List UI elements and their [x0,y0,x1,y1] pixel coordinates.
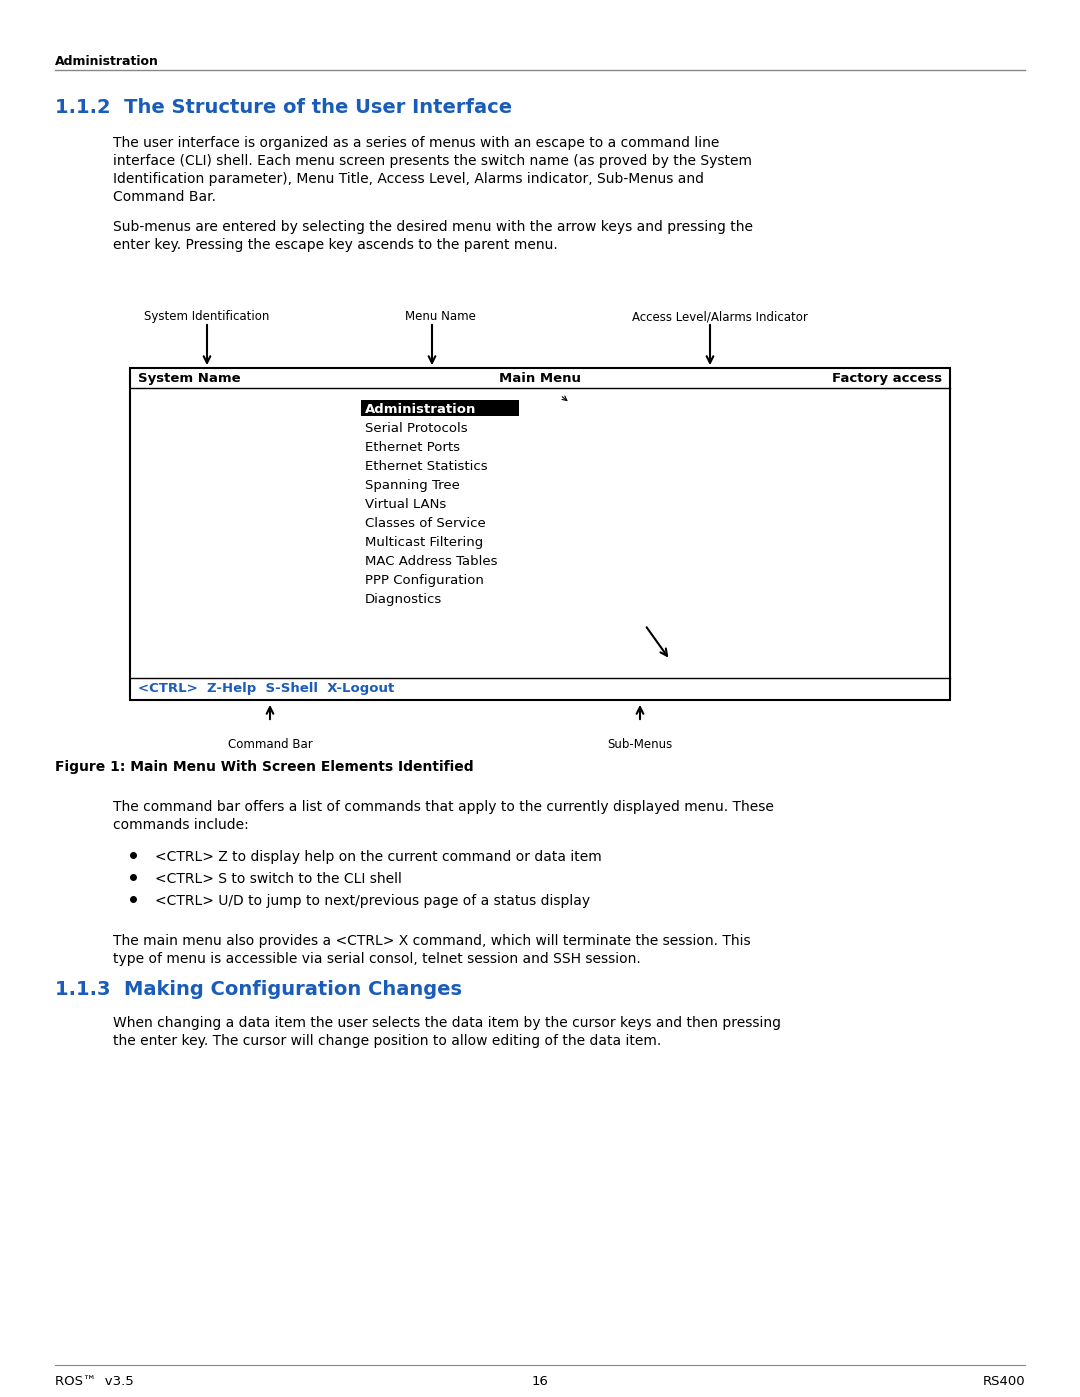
Text: commands include:: commands include: [113,819,248,833]
Text: Figure 1: Main Menu With Screen Elements Identified: Figure 1: Main Menu With Screen Elements… [55,760,474,774]
Text: Ethernet Ports: Ethernet Ports [365,441,460,454]
Text: The main menu also provides a <CTRL> X command, which will terminate the session: The main menu also provides a <CTRL> X c… [113,935,751,949]
Text: System Name: System Name [138,372,241,386]
Text: <CTRL> Z to display help on the current command or data item: <CTRL> Z to display help on the current … [156,849,602,863]
Text: ROS™  v3.5: ROS™ v3.5 [55,1375,134,1389]
Text: <CTRL> S to switch to the CLI shell: <CTRL> S to switch to the CLI shell [156,872,402,886]
Text: Ethernet Statistics: Ethernet Statistics [365,460,488,474]
Text: PPP Configuration: PPP Configuration [365,574,484,587]
Text: 1.1.3  Making Configuration Changes: 1.1.3 Making Configuration Changes [55,981,462,999]
Text: enter key. Pressing the escape key ascends to the parent menu.: enter key. Pressing the escape key ascen… [113,237,557,251]
Text: Administration: Administration [365,402,476,416]
Text: 1.1.2  The Structure of the User Interface: 1.1.2 The Structure of the User Interfac… [55,98,512,117]
Text: the enter key. The cursor will change position to allow editing of the data item: the enter key. The cursor will change po… [113,1034,661,1048]
Text: Sub-Menus: Sub-Menus [607,738,673,752]
Bar [130,367,950,700]
Text: Sub-menus are entered by selecting the desired menu with the arrow keys and pres: Sub-menus are entered by selecting the d… [113,219,753,235]
Bar [361,400,519,416]
Text: Access Level/Alarms Indicator: Access Level/Alarms Indicator [632,310,808,323]
Text: Factory access: Factory access [832,372,942,386]
Text: Identification parameter), Menu Title, Access Level, Alarms indicator, Sub-Menus: Identification parameter), Menu Title, A… [113,172,704,186]
Text: <CTRL>  Z-Help  S-Shell  X-Logout: <CTRL> Z-Help S-Shell X-Logout [138,682,394,694]
Text: Serial Protocols: Serial Protocols [365,422,468,434]
Text: Virtual LANs: Virtual LANs [365,497,446,511]
Text: RS400: RS400 [983,1375,1025,1389]
Text: Multicast Filtering: Multicast Filtering [365,536,483,549]
Text: Classes of Service: Classes of Service [365,517,486,529]
Text: Main Menu: Main Menu [499,372,581,386]
Text: The user interface is organized as a series of menus with an escape to a command: The user interface is organized as a ser… [113,136,719,149]
Text: Diagnostics: Diagnostics [365,592,442,606]
Text: <CTRL> U/D to jump to next/previous page of a status display: <CTRL> U/D to jump to next/previous page… [156,894,590,908]
Text: Command Bar: Command Bar [228,738,312,752]
Text: Menu Name: Menu Name [405,310,475,323]
Text: System Identification: System Identification [145,310,270,323]
Text: 16: 16 [531,1375,549,1389]
Text: When changing a data item the user selects the data item by the cursor keys and : When changing a data item the user selec… [113,1016,781,1030]
Text: interface (CLI) shell. Each menu screen presents the switch name (as proved by t: interface (CLI) shell. Each menu screen … [113,154,752,168]
Text: Command Bar.: Command Bar. [113,190,216,204]
Text: type of menu is accessible via serial consol, telnet session and SSH session.: type of menu is accessible via serial co… [113,951,640,965]
Text: MAC Address Tables: MAC Address Tables [365,555,498,569]
Text: The command bar offers a list of commands that apply to the currently displayed : The command bar offers a list of command… [113,800,774,814]
Text: Administration: Administration [55,54,159,68]
Text: Spanning Tree: Spanning Tree [365,479,460,492]
